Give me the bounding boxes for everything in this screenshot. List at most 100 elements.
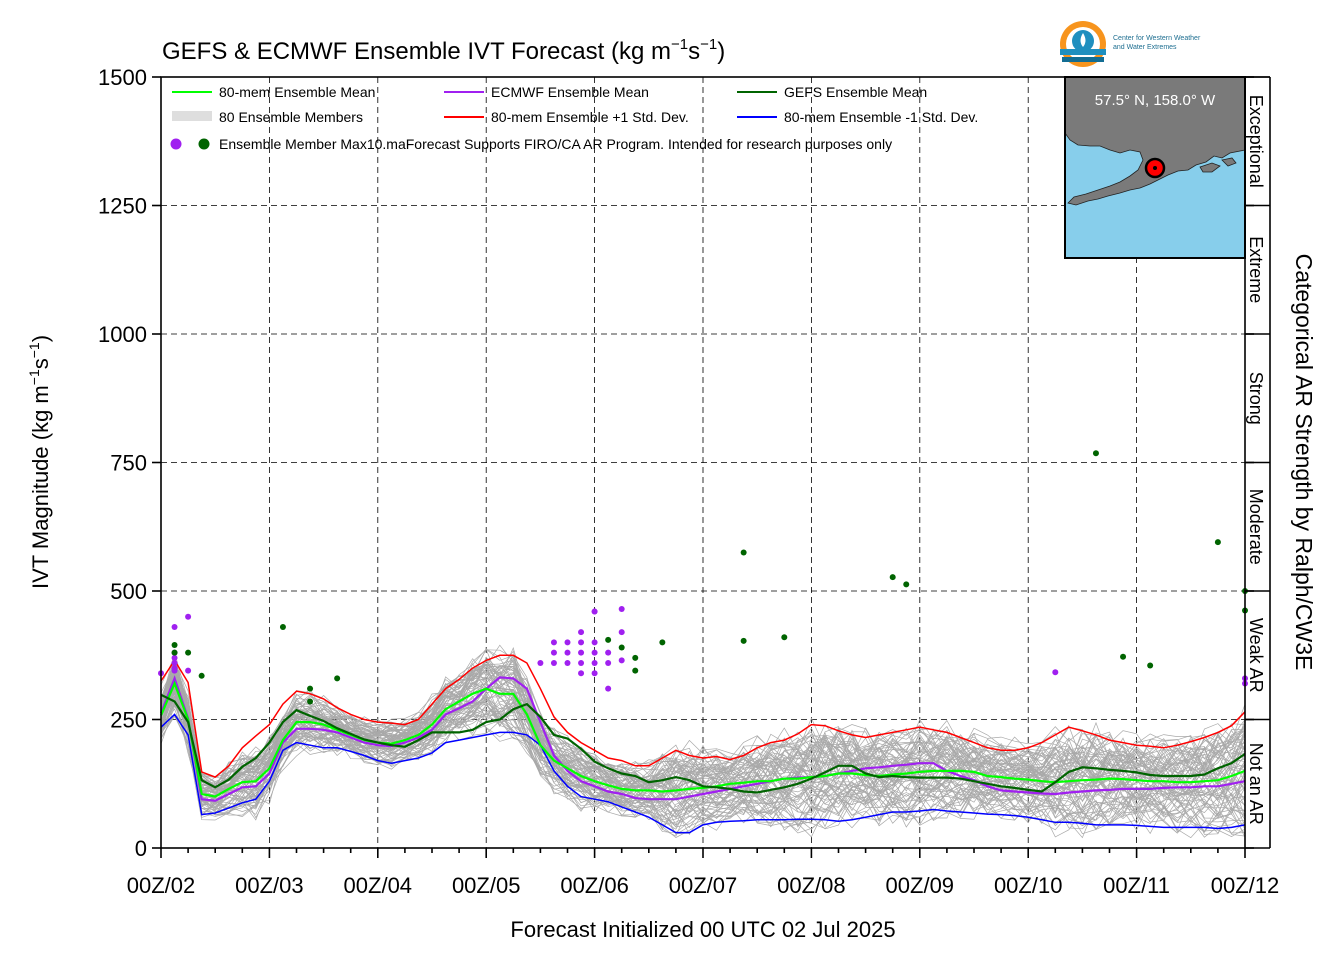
right-axis-label: Categorical AR Strength by Ralph/CW3E [1291,254,1317,671]
ecmwf-max-point [537,659,544,666]
ensemble-member-line [160,655,1246,789]
ensemble-member-line [160,655,1246,787]
gefs-max-point [781,634,788,641]
gefs-max-point [171,649,178,656]
gefs-max-point [889,574,896,581]
ecmwf-max-point [185,613,192,620]
series-lines [159,654,1246,834]
category-label: Not an AR [1246,743,1266,825]
x-tick-label: 00Z/12 [1211,873,1280,898]
ensemble-member-line [160,656,1246,792]
ecmwf-max-point [564,649,571,656]
ecmwf-max-point [171,654,178,661]
gefs-max-point [1147,662,1154,669]
ecmwf-max-point [578,649,585,656]
ecmwf-max-point [618,605,625,612]
x-tick-label: 00Z/08 [777,873,846,898]
ecmwf-max-point [591,639,598,646]
ecmwf-max-point [564,659,571,666]
ar-categories: Not an AR Weak AR Moderate Strong Extreme Exc… [1245,76,1270,825]
ensemble-member-line [160,666,1246,798]
cw3e-logo: Center for Western Weather and Water Ext… [1060,21,1201,67]
x-tick-label: 00Z/03 [235,873,304,898]
ecmwf-max-point [578,639,585,646]
category-label: Moderate [1246,489,1266,565]
ecmwf-max-point [591,608,598,615]
ecmwf-max-point [605,685,612,692]
gefs-max-point [740,637,747,644]
gefs-max-point [632,667,639,674]
ecmwf-max-point [171,667,178,674]
gefs-max-point [618,644,625,651]
x-tick-label: 00Z/05 [452,873,521,898]
legend-dot-ecmwf [170,138,182,150]
ecmwf-max-point [578,629,585,636]
x-axis-label: Forecast Initialized 00 UTC 02 Jul 2025 [510,917,895,942]
logo-text-line1: Center for Western Weather [1113,35,1201,42]
ecmwf-max-point [591,659,598,666]
ecmwf-max-point [1052,669,1059,676]
ecmwf-max-point [591,649,598,656]
legend-label-minus-std: 80-mem Ensemble -1 Std. Dev. [784,109,978,125]
ecmwf-max-point [171,659,178,666]
mean80-line [159,680,1246,798]
legend-label-ecmwf: ECMWF Ensemble Mean [491,84,649,100]
gefs-max-point [307,685,314,692]
x-tick-label: 00Z/09 [886,873,955,898]
y-axis-label: IVT Magnitude (kg m−1s−1) [26,335,53,589]
ecmwf-max-point [550,659,557,666]
gefs-max-point [1120,653,1127,660]
member-maxima [158,450,1248,705]
legend-label-gefs: GEFS Ensemble Mean [784,84,927,100]
gefs-max-point [198,672,205,679]
gefs-max-point [740,549,747,556]
x-tick-label: 00Z/02 [127,873,196,898]
gefs-max-point [1092,450,1099,457]
inset-location-label: 57.5° N, 158.0° W [1095,92,1216,109]
category-label: Exceptional [1246,95,1266,188]
ensemble-member-line [160,665,1246,792]
ensemble-member-line [160,669,1246,790]
ecmwf-max-point [578,670,585,677]
gefs-max-point [605,636,612,643]
y-tick-label: 1500 [98,65,147,90]
plus-std-line [160,654,1246,778]
gefs-max-point [334,675,341,682]
x-tick-label: 00Z/10 [994,873,1063,898]
inset-land [1064,76,1246,206]
ecmwf-mean-line [159,675,1246,802]
y-tick-label: 250 [110,708,147,733]
ecmwf-max-point [591,670,598,677]
y-tick-label: 0 [135,836,147,861]
ecmwf-max-point [605,659,612,666]
legend: 80-mem Ensemble Mean ECMWF Ensemble Mean… [170,84,978,152]
ecmwf-max-point [564,639,571,646]
logo-text-line2: and Water Extremes [1113,44,1177,51]
x-tick-label: 00Z/07 [669,873,738,898]
x-tick-label: 00Z/06 [560,873,629,898]
ensemble-member-line [160,683,1246,803]
ensemble-member-line [160,714,1246,838]
x-tick-label: 00Z/11 [1103,873,1170,898]
legend-label-mean80: 80-mem Ensemble Mean [219,84,375,100]
gefs-max-point [903,581,910,588]
y-tick-label: 1250 [98,194,147,219]
gefs-max-point [171,641,178,648]
ecmwf-max-point [605,649,612,656]
minus-std-line [160,713,1246,834]
gefs-max-point [185,649,192,656]
legend-max-label: Ensemble Member Max10.maForecast Support… [219,136,892,152]
ensemble-member-line [160,685,1246,816]
x-tick-label: 00Z/04 [344,873,413,898]
gefs-max-point [279,623,286,630]
legend-dot-gefs [198,138,210,150]
ecmwf-max-point [550,639,557,646]
category-label: Extreme [1246,236,1266,303]
ecmwf-max-point [618,629,625,636]
ecmwf-max-point [578,659,585,666]
gefs-max-point [1214,539,1221,546]
inset-map: 57.5° N, 158.0° W [1064,76,1246,259]
gefs-mean-line [160,693,1246,794]
category-label: Weak AR [1246,618,1266,693]
